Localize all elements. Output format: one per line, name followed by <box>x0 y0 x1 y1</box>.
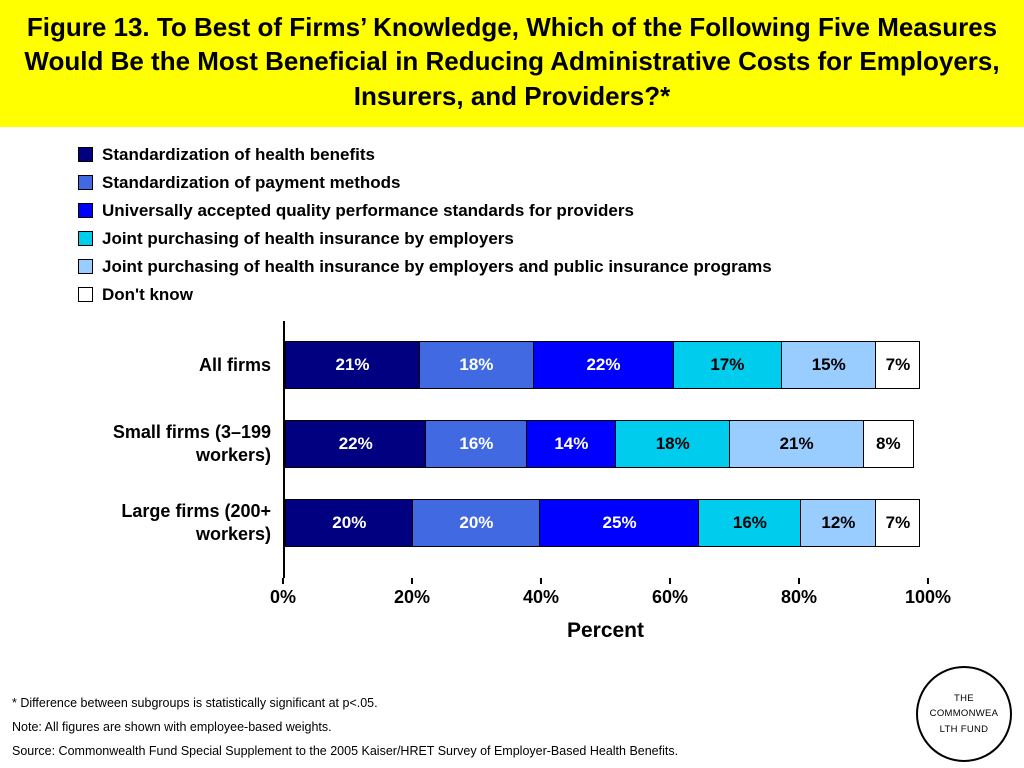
x-tick: 60% <box>651 577 689 608</box>
bar-segment: 22% <box>285 419 427 468</box>
legend-label: Don't know <box>102 284 193 304</box>
x-tick: 20% <box>393 577 431 608</box>
legend-swatch <box>78 147 93 163</box>
logo-text: THE COMMONWEALTH FUND <box>929 693 999 735</box>
bar-row: 20% 20% 25% 16% 12% 7% <box>285 498 928 547</box>
footnote-note: Note: All figures are shown with employe… <box>12 720 332 734</box>
legend-swatch <box>78 259 93 275</box>
tick-mark <box>926 577 929 584</box>
bar-segment: 8% <box>862 419 915 468</box>
legend-label: Universally accepted quality performance… <box>102 200 634 220</box>
bar-segment: 15% <box>780 340 877 389</box>
legend-item: Joint purchasing of health insurance by … <box>78 229 1024 249</box>
legend-swatch <box>78 175 93 191</box>
bar-segment: 16% <box>424 419 528 468</box>
bar-segment: 16% <box>698 498 802 547</box>
bar-segment: 18% <box>614 419 731 468</box>
footnote-significance: * Difference between subgroups is statis… <box>12 696 378 710</box>
tick-mark <box>798 577 800 584</box>
tick-mark <box>669 577 671 584</box>
x-tick: 0% <box>269 577 297 608</box>
x-axis-title: Percent <box>566 618 645 642</box>
bar-segment: 18% <box>418 340 535 389</box>
x-tick: 100% <box>904 577 952 608</box>
bar-segment: 21% <box>729 419 865 468</box>
tick-mark <box>540 577 542 584</box>
x-tick-label: 20% <box>393 586 431 607</box>
legend-item: Universally accepted quality performance… <box>78 201 1024 221</box>
x-tick-label: 0% <box>269 586 297 607</box>
bar-segment: 25% <box>539 498 700 547</box>
bar-segment: 14% <box>526 419 617 468</box>
legend: Standardization of health benefits Standa… <box>78 145 1024 305</box>
x-tick: 40% <box>522 577 560 608</box>
bar-segment: 7% <box>875 498 921 547</box>
legend-item: Standardization of health benefits <box>78 145 1024 165</box>
legend-item: Standardization of payment methods <box>78 173 1024 193</box>
x-tick-label: 80% <box>780 586 818 607</box>
x-tick-label: 100% <box>904 586 952 607</box>
legend-swatch <box>78 231 93 247</box>
x-tick-label: 60% <box>651 586 689 607</box>
legend-label: Joint purchasing of health insurance by … <box>102 256 772 276</box>
footnotes: * Difference between subgroups is statis… <box>12 696 678 758</box>
chart-title: Figure 13. To Best of Firms’ Knowledge, … <box>0 0 1024 127</box>
footnote-source: Source: Commonwealth Fund Special Supple… <box>12 744 679 758</box>
category-label: Small firms (3–199 workers) <box>112 422 271 465</box>
plot-area: 21% 18% 22% 17% 15% 7% 22% 16% 14% 18% 21% 8% 20% 20%… <box>283 320 928 578</box>
commonwealth-fund-logo: THE COMMONWEALTH FUND <box>916 666 1012 762</box>
legend-swatch <box>78 287 93 303</box>
bar-row: 22% 16% 14% 18% 21% 8% <box>285 419 928 468</box>
legend-item: Don't know <box>78 285 1024 305</box>
category-labels-column: All firms Small firms (3–199 workers) Larg… <box>0 321 283 578</box>
tick-mark <box>281 577 284 584</box>
legend-label: Standardization of health benefits <box>102 144 375 164</box>
legend-swatch <box>78 203 93 219</box>
category-label: All firms <box>198 354 271 375</box>
legend-label: Standardization of payment methods <box>102 172 401 192</box>
bar-row: 21% 18% 22% 17% 15% 7% <box>285 340 928 389</box>
bar-segment: 17% <box>672 340 782 389</box>
legend-label: Joint purchasing of health insurance by … <box>102 228 514 248</box>
bar-segment: 20% <box>412 498 541 547</box>
legend-item: Joint purchasing of health insurance by … <box>78 257 1024 277</box>
bar-segment: 20% <box>285 498 414 547</box>
tick-mark <box>411 577 413 584</box>
bar-segment: 22% <box>532 340 675 389</box>
category-label: Large firms (200+ workers) <box>121 501 271 544</box>
x-tick-label: 40% <box>522 586 560 607</box>
bar-segment: 7% <box>875 340 921 389</box>
bar-segment: 21% <box>285 340 421 389</box>
bar-segment: 12% <box>799 498 877 547</box>
x-tick: 80% <box>780 577 818 608</box>
x-axis: 0% 20% 40% 60% 80% 100% <box>270 577 951 614</box>
stacked-bar-chart: All firms Small firms (3–199 workers) Larg… <box>0 320 1024 578</box>
